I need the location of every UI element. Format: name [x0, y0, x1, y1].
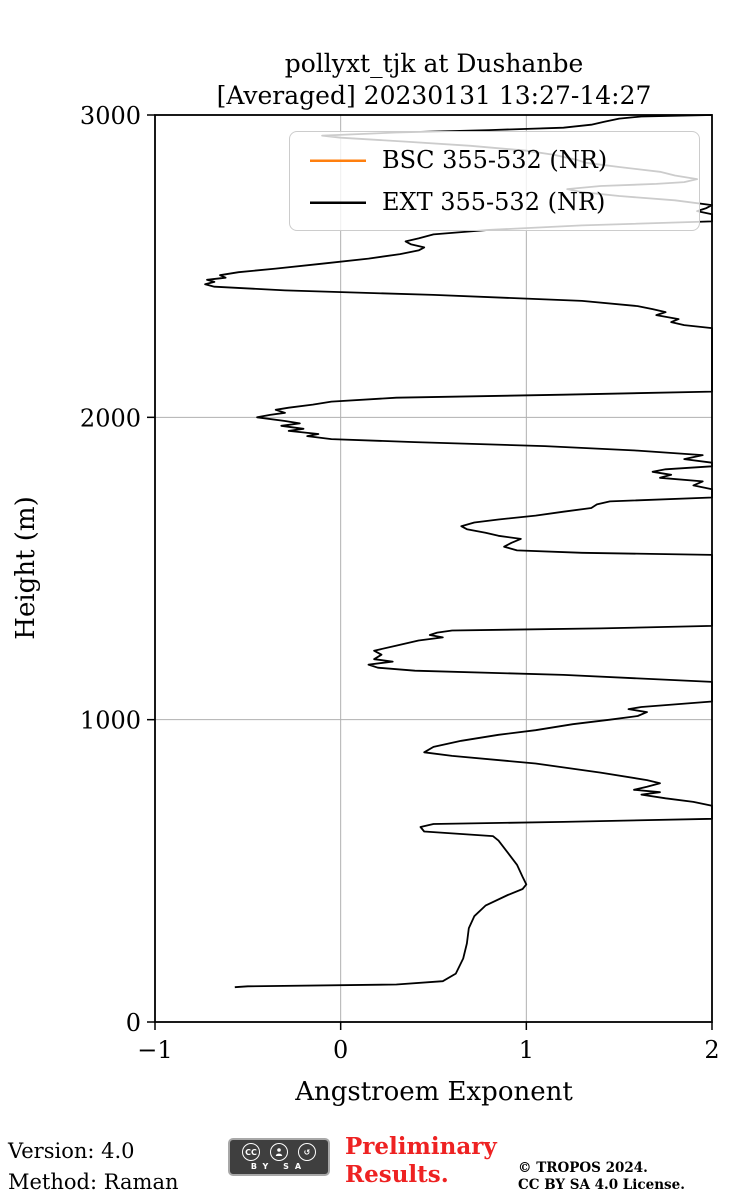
bsc-line-swatch	[310, 159, 366, 162]
legend-entry-bsc: BSC 355-532 (NR)	[310, 146, 679, 174]
x-tick-label: 2	[704, 1036, 719, 1064]
copyright-block: © TROPOS 2024. CC BY SA 4.0 License.	[518, 1160, 685, 1194]
data-series	[204, 114, 713, 989]
grid-lines	[154, 114, 713, 1023]
chart-title-line1: pollyxt_tjk at Dushanbe	[285, 49, 584, 78]
attribution-person-icon	[270, 1143, 288, 1161]
y-tick-label: 3000	[80, 102, 141, 130]
chart-title-line2: [Averaged] 20230131 13:27-14:27	[217, 81, 652, 110]
copyright-text: © TROPOS 2024.	[518, 1160, 648, 1176]
preliminary-line1: Preliminary	[345, 1133, 497, 1160]
x-tick-label: 1	[519, 1036, 534, 1064]
x-tick-label: 0	[333, 1036, 348, 1064]
cc-icon: CC	[242, 1143, 260, 1161]
x-axis-label: Angstroem Exponent	[294, 1077, 573, 1107]
cc-by-sa-text: BY SA	[250, 1162, 308, 1171]
license-text: CC BY SA 4.0 License.	[518, 1177, 685, 1193]
version-method-block: Version: 4.0 Method: Raman	[8, 1136, 179, 1198]
cc-badge-icons: CC ↺	[242, 1143, 316, 1161]
y-axis-label: Height (m)	[11, 496, 41, 639]
share-alike-icon: ↺	[298, 1143, 316, 1161]
legend-label-bsc: BSC 355-532 (NR)	[382, 146, 608, 174]
y-tick-label: 0	[126, 1009, 141, 1037]
plot-frame	[154, 114, 713, 1023]
x-tick-label: −1	[137, 1036, 172, 1064]
y-tick-label: 1000	[80, 707, 141, 735]
legend-entry-ext: EXT 355-532 (NR)	[310, 188, 679, 216]
ext-line-swatch	[310, 201, 366, 204]
legend-label-ext: EXT 355-532 (NR)	[382, 188, 606, 216]
chart-legend: BSC 355-532 (NR) EXT 355-532 (NR)	[289, 131, 700, 231]
cc-license-badge: CC ↺ BY SA	[228, 1138, 330, 1176]
preliminary-results-label: Preliminary Results.	[345, 1133, 497, 1189]
y-tick-label: 2000	[80, 404, 141, 432]
preliminary-line2: Results.	[345, 1161, 449, 1188]
method-text: Method: Raman	[8, 1170, 179, 1194]
chart-canvas: pollyxt_tjk at Dushanbe [Averaged] 20230…	[11, 49, 720, 1107]
series-line-EXT 355-532 (NR)	[204, 114, 713, 989]
version-text: Version: 4.0	[8, 1139, 135, 1163]
